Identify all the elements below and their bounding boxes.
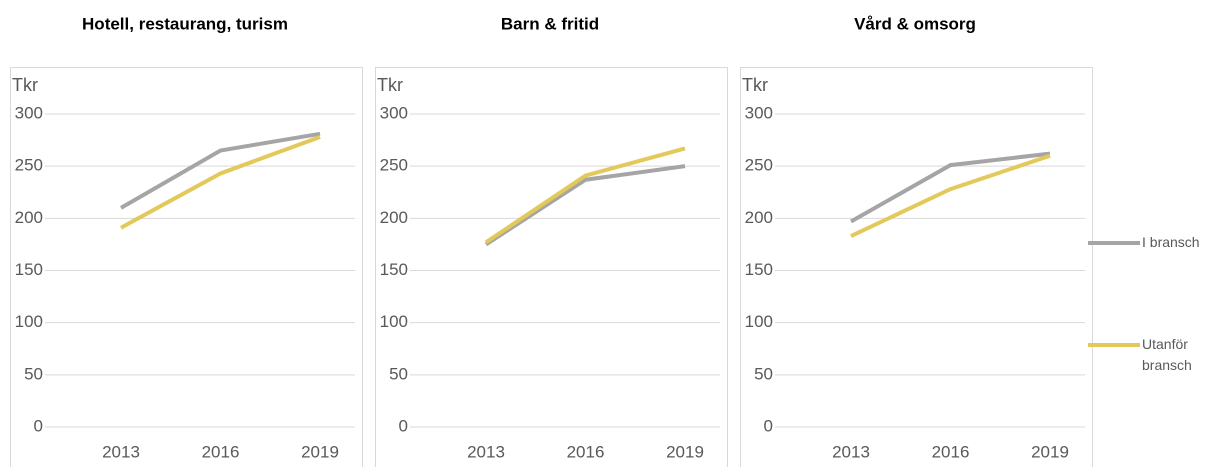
x-tick-label: 2019: [301, 442, 339, 461]
x-tick-label: 2013: [467, 442, 505, 461]
y-tick-label: 250: [380, 156, 408, 175]
series-line: [120, 135, 321, 230]
y-tick-label: 300: [745, 103, 773, 122]
x-tick-label: 2013: [832, 442, 870, 461]
y-axis-label: Tkr: [742, 75, 768, 95]
series-line: [120, 131, 321, 210]
x-tick-label: 2019: [1031, 442, 1069, 461]
y-tick-label: 200: [745, 208, 773, 227]
y-tick-label: 250: [15, 156, 43, 175]
chart-title: Vård & omsorg: [854, 14, 976, 33]
panel-frame: [10, 67, 363, 467]
y-tick-label: 100: [745, 312, 773, 331]
chart-title: Hotell, restaurang, turism: [82, 14, 288, 33]
y-tick-label: 50: [754, 364, 773, 383]
y-tick-label: 200: [380, 208, 408, 227]
y-tick-label: 150: [745, 260, 773, 279]
series-line: [850, 153, 1051, 238]
y-tick-label: 50: [24, 364, 43, 383]
y-tick-label: 0: [34, 416, 43, 435]
x-tick-label: 2019: [666, 442, 704, 461]
legend-label: Utanför bransch: [1142, 336, 1192, 373]
y-tick-label: 50: [389, 364, 408, 383]
x-tick-label: 2016: [567, 442, 605, 461]
panel-frame: [740, 67, 1093, 467]
series-line: [484, 164, 686, 247]
y-tick-label: 0: [764, 416, 773, 435]
y-tick-label: 300: [15, 103, 43, 122]
chart-title: Barn & fritid: [501, 14, 599, 33]
y-axis-label: Tkr: [12, 75, 38, 95]
x-tick-label: 2013: [102, 442, 140, 461]
y-tick-label: 250: [745, 156, 773, 175]
x-tick-label: 2016: [202, 442, 240, 461]
panel-frame: [375, 67, 728, 467]
series-line: [850, 151, 1051, 224]
y-tick-label: 0: [399, 416, 408, 435]
y-tick-label: 200: [15, 208, 43, 227]
y-tick-label: 300: [380, 103, 408, 122]
y-tick-label: 150: [380, 260, 408, 279]
y-tick-label: 100: [15, 312, 43, 331]
y-tick-label: 150: [15, 260, 43, 279]
y-tick-label: 100: [380, 312, 408, 331]
y-axis-label: Tkr: [377, 75, 403, 95]
legend-label: I bransch: [1142, 234, 1200, 250]
x-tick-label: 2016: [932, 442, 970, 461]
series-line: [484, 146, 686, 244]
